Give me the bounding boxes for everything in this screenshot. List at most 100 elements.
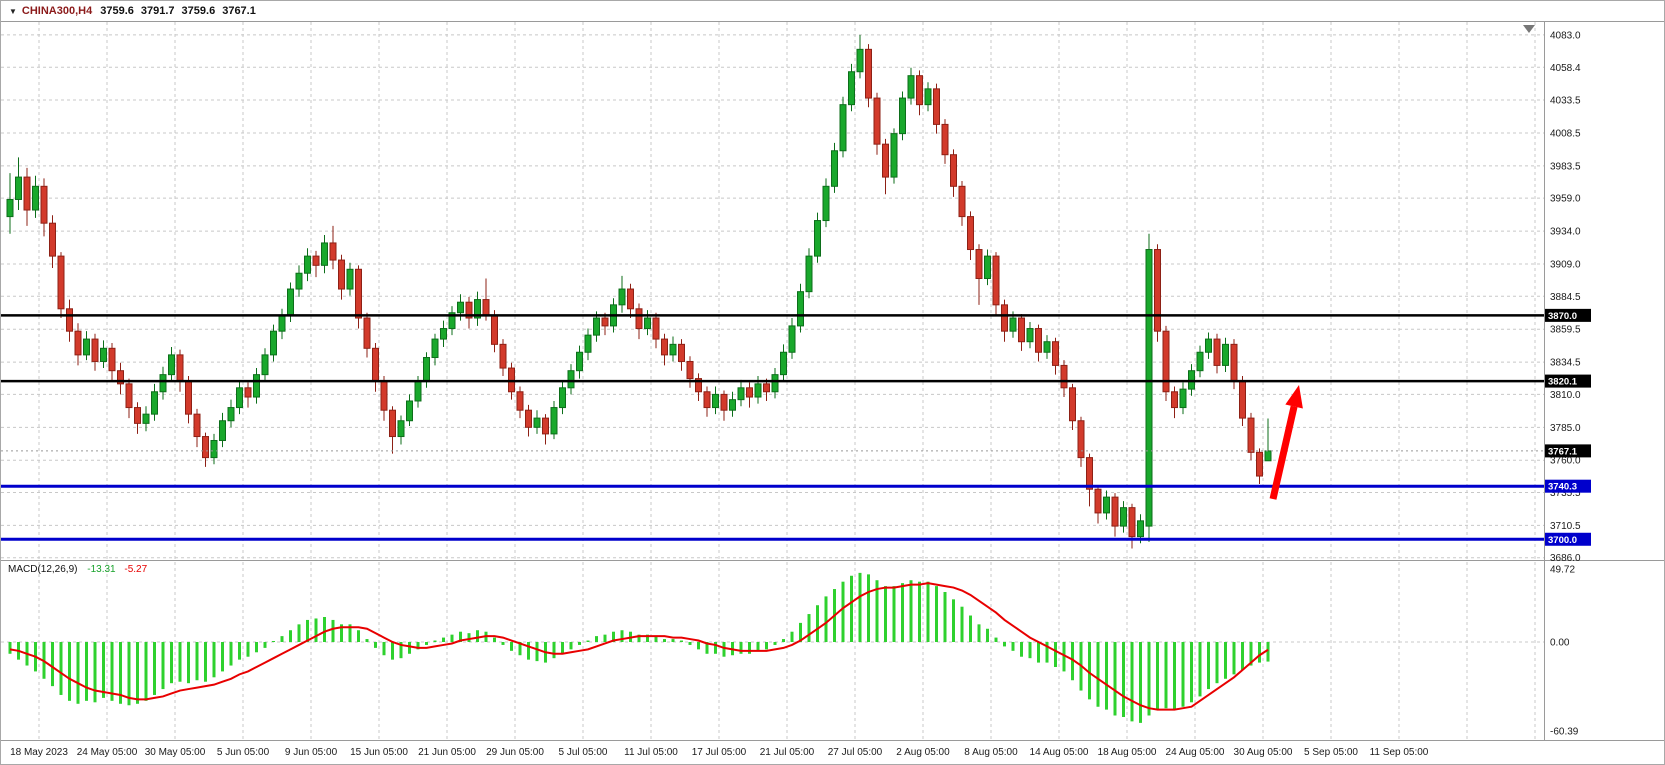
price-tick-label: 3785.0 [1550,423,1581,434]
candle-body [440,328,447,340]
candle-body [270,330,277,356]
candle-body [661,338,668,356]
candle-body [499,343,507,369]
candle-body [423,357,430,382]
candle-body [737,387,745,401]
candle-body [1009,317,1017,332]
quote-high: 3791.7 [140,5,175,17]
time-label: 24 May 05:00 [77,747,138,758]
candle-body [244,387,252,398]
price-tick-label: 3760.0 [1550,456,1581,467]
candle-body [363,317,371,349]
candle-body [295,272,303,290]
chart-shift-marker[interactable] [1523,25,1535,33]
candle-body [193,413,201,438]
time-label: 24 Aug 05:00 [1166,747,1225,758]
candle-body [210,439,218,459]
price-tick-label: 3810.0 [1550,390,1581,401]
candle-body [1230,343,1238,382]
candle-body [117,370,124,385]
price-tick-label: 3959.0 [1550,194,1581,205]
quote-open: 3759.6 [100,5,134,17]
candle-body [1239,380,1246,419]
time-label: 21 Jul 05:00 [760,747,815,758]
candle-body [1213,338,1221,366]
candle-body [465,301,473,319]
candle-body [100,347,107,362]
candle-body [227,407,235,422]
candle-body [788,325,796,353]
candle-body [712,393,719,409]
candle-body [652,317,660,340]
candle-body [202,436,209,459]
candle-body [1264,450,1272,462]
candle-body [856,48,864,73]
candle-body [1001,304,1008,332]
candle-body [151,391,158,415]
price-axis[interactable] [1544,21,1665,740]
candle-body [916,75,923,106]
price-tick-label: 3884.5 [1550,292,1581,303]
time-label: 8 Aug 05:00 [964,747,1018,758]
candle-body [882,143,889,178]
trend-arrow-shaft[interactable] [1269,405,1298,500]
candle-body [431,338,439,359]
candle-body [448,312,456,330]
candle-body [66,308,73,332]
candle-body [1179,388,1187,409]
price-tag-label: 3740.3 [1548,482,1577,493]
time-label: 30 Aug 05:00 [1234,747,1293,758]
price-tag-label: 3700.0 [1548,535,1577,546]
candle-body [185,380,192,415]
candle-body [567,370,575,389]
price-tick-label: 3983.5 [1550,161,1581,172]
price-tick-label: 4033.5 [1550,96,1581,107]
candle-body [618,288,626,306]
candle-body [142,413,150,424]
candle-body [372,347,379,382]
candle-body [91,338,99,362]
time-label: 14 Aug 05:00 [1030,747,1089,758]
price-tick-label: 4083.0 [1550,30,1581,41]
candle-body [1162,330,1170,393]
time-label: 17 Jul 05:00 [692,747,747,758]
price-tag [1545,532,1591,546]
candle-body [287,288,294,316]
time-label: 5 Jul 05:00 [559,747,608,758]
candle-body [771,374,779,393]
candle-body [23,176,31,211]
candle-body [729,399,736,411]
candle-body [720,393,728,411]
symbol-dropdown-icon[interactable]: ▼ [9,6,17,16]
candle-body [406,400,413,422]
candle-body [950,154,957,187]
time-label: 18 May 2023 [10,747,68,758]
candle-body [1069,387,1076,422]
candle-body [414,380,422,402]
price-tag [1545,444,1591,458]
candle-body [814,220,821,257]
candle-body [1018,317,1025,343]
candle-body [261,354,269,376]
time-axis[interactable] [1,740,1665,765]
candle-body [780,351,787,376]
price-tag-label: 3820.1 [1548,377,1578,388]
candle-body [516,391,524,411]
candle-body [49,222,56,257]
candle-body [805,255,813,293]
trend-arrow-head[interactable] [1285,385,1303,409]
candle-body [108,347,116,372]
time-label: 2 Aug 05:00 [896,747,950,758]
candle-body [686,360,694,380]
candle-body [746,387,753,398]
candle-body [559,387,566,409]
candle-body [329,242,337,261]
price-tick-label: 3859.5 [1550,325,1581,336]
candle-body [958,185,966,218]
candle-body [1094,488,1102,514]
candle-body [848,71,855,106]
time-label: 29 Jun 05:00 [486,747,544,758]
macd-signal-line [9,582,1269,711]
candle-body [1222,343,1229,366]
